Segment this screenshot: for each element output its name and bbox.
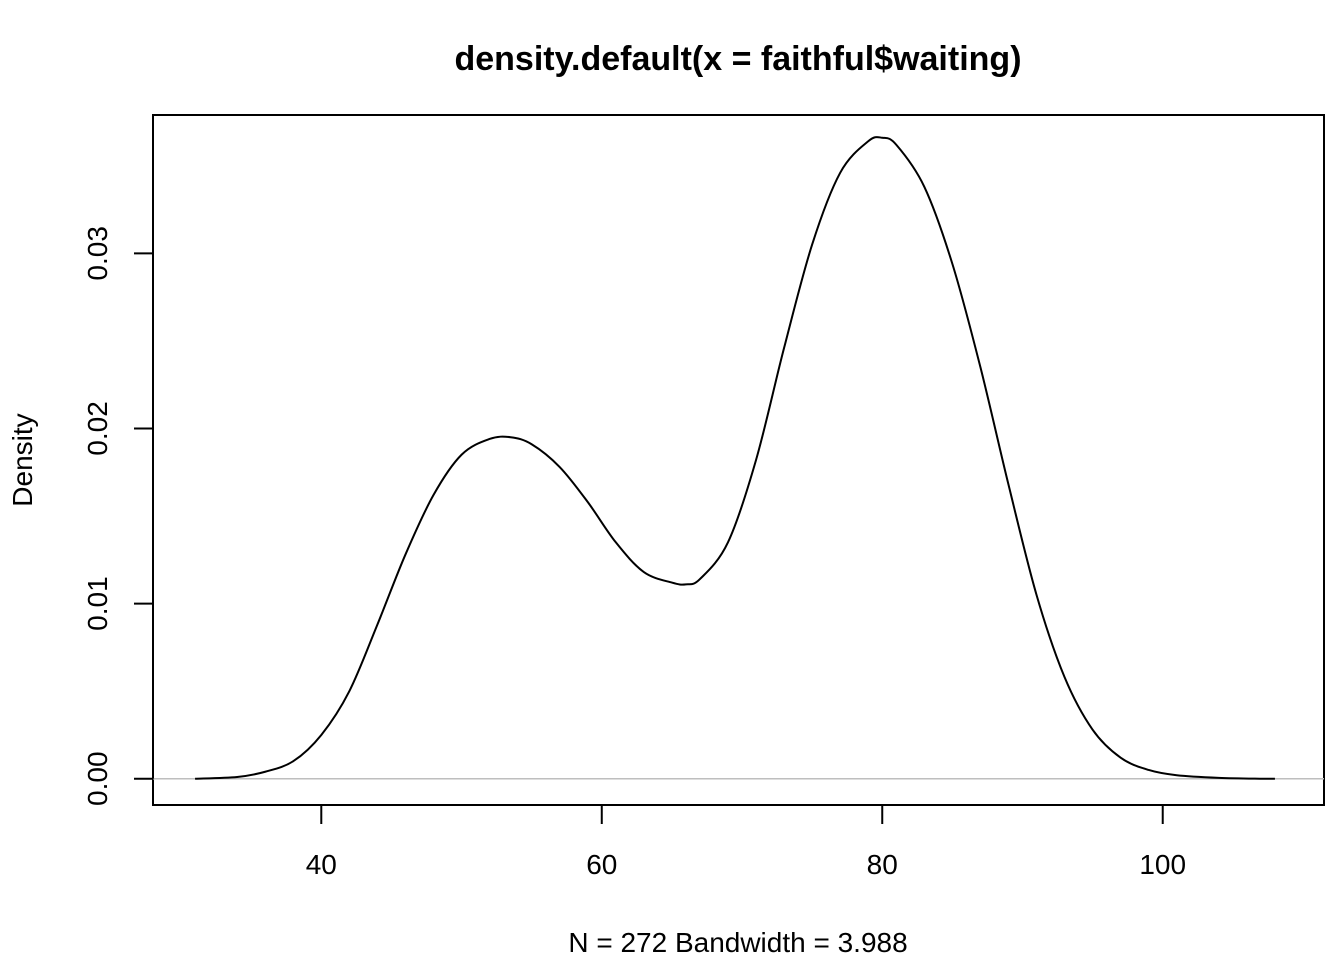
y-tick-label: 0.01: [82, 576, 113, 631]
chart-title: density.default(x = faithful$waiting): [454, 40, 1021, 78]
x-tick-label: 60: [586, 849, 617, 880]
x-tick-label: 80: [867, 849, 898, 880]
x-tick-label: 100: [1139, 849, 1186, 880]
y-axis: 0.00 0.01 0.02 0.03: [82, 226, 154, 806]
y-tick-label: 0.02: [82, 401, 113, 456]
plot-frame: [152, 114, 1325, 806]
x-axis: 40 60 80 100: [306, 804, 1186, 880]
x-axis-label: N = 272 Bandwidth = 3.988: [568, 927, 907, 958]
y-axis-label: Density: [7, 413, 38, 506]
density-curve: [195, 136, 1275, 780]
y-tick-label: 0.03: [82, 226, 113, 281]
x-tick-label: 40: [306, 849, 337, 880]
y-tick-label: 0.00: [82, 751, 113, 806]
